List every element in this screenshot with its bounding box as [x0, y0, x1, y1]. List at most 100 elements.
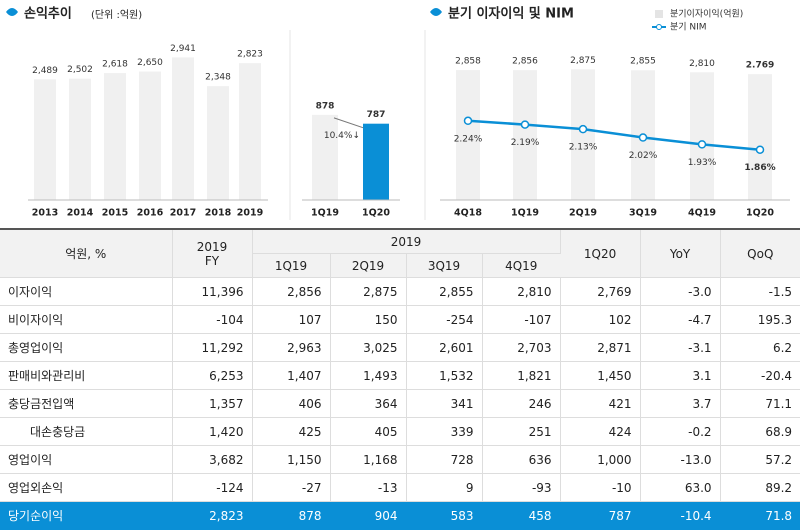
logo-icon	[6, 8, 18, 16]
cell: -104	[172, 305, 253, 334]
cell: 195.3	[720, 305, 800, 334]
cell: 2,823	[172, 501, 253, 530]
table-row: 대손충당금 1,420 425 405 339 251 424 -0.2 68.9	[0, 417, 800, 446]
cell: -3.0	[640, 277, 721, 306]
row-label: 대손충당금	[0, 417, 173, 446]
x-tick-label: 1Q19	[311, 208, 339, 219]
bar	[207, 86, 229, 200]
cell: 1,407	[252, 361, 331, 390]
cell: 1,150	[252, 445, 331, 474]
value-label: 2,489	[32, 66, 58, 76]
header-yoy: YoY	[640, 228, 721, 278]
bar	[104, 73, 126, 200]
cell: -3.1	[640, 333, 721, 362]
value-label: 2,858	[455, 57, 481, 67]
value-label: 2,650	[137, 58, 163, 68]
cell: -93	[482, 473, 561, 502]
bar	[456, 70, 480, 200]
bar	[363, 123, 389, 200]
annotation-arrow	[333, 117, 364, 129]
x-tick-label: 2019	[237, 208, 263, 219]
header-label: 억원, %	[0, 228, 173, 278]
row-label: 이자이익	[0, 277, 173, 306]
x-tick-label: 2014	[67, 208, 94, 219]
cell: 878	[252, 501, 331, 530]
cell: 458	[482, 501, 561, 530]
bar	[748, 74, 772, 200]
cell: 63.0	[640, 473, 721, 502]
cell: 1,532	[406, 361, 483, 390]
header-group: 2019	[252, 228, 561, 254]
bar	[513, 70, 537, 200]
point	[697, 140, 707, 149]
header-quarter: 2Q19	[330, 253, 407, 278]
value-label: 2,810	[689, 59, 715, 69]
chart-subtitle: (단위 :억원)	[91, 8, 142, 21]
cell: 1,493	[330, 361, 407, 390]
cell: 57.2	[720, 445, 800, 474]
cell: 1,168	[330, 445, 407, 474]
value-label: 2,875	[570, 56, 596, 66]
value-label: 2.02%	[629, 151, 658, 161]
bar	[172, 57, 194, 200]
x-tick-label: 2018	[205, 208, 232, 219]
cell: 904	[330, 501, 407, 530]
cell: -10.4	[640, 501, 721, 530]
cell: 107	[252, 305, 331, 334]
header-quarter: 1Q19	[252, 253, 331, 278]
cell: -124	[172, 473, 253, 502]
chart-title: 손익추이	[24, 6, 72, 22]
header-current: 1Q20	[560, 228, 641, 278]
cell: 11,292	[172, 333, 253, 362]
legend-swatch	[656, 24, 662, 30]
cell: 251	[482, 417, 561, 446]
x-tick-label: 2015	[102, 208, 128, 219]
table-row: 판매비와관리비 6,253 1,407 1,493 1,532 1,821 1,450 3.1…	[0, 361, 800, 390]
cell: 2,963	[252, 333, 331, 362]
table-row: 영업외손익 -124 -27 -13 9 -93 -10 63.0 89.2	[0, 473, 800, 502]
header-fy: 2019 FY	[172, 228, 253, 278]
cell: 1,000	[560, 445, 641, 474]
cell: 421	[560, 389, 641, 418]
cell: 246	[482, 389, 561, 418]
header-fy-year: 2019	[196, 239, 228, 254]
point	[463, 116, 473, 126]
x-tick-label: 1Q20	[746, 208, 774, 219]
data-table: 억원, % 2019 FY 2019 1Q20 YoY QoQ 1Q19 2Q19…	[0, 228, 800, 530]
point	[755, 145, 765, 154]
value-label: 2,502	[67, 65, 93, 75]
legend-swatch	[655, 10, 663, 18]
x-tick-label: 3Q19	[629, 208, 657, 219]
table-row: 총영업이익 11,292 2,963 3,025 2,601 2,703 2,871 -3.1…	[0, 333, 800, 362]
cell: 787	[560, 501, 641, 530]
value-label: 2.24%	[454, 134, 483, 144]
row-label: 영업이익	[0, 445, 173, 474]
bar	[690, 72, 714, 200]
value-label: 2,941	[170, 44, 196, 54]
bar	[69, 78, 91, 200]
legend-label: 분기 NIM	[670, 22, 707, 33]
value-label: 1.86%	[744, 163, 775, 173]
cell: 1,420	[172, 417, 253, 446]
cell: 89.2	[720, 473, 800, 502]
cell: 3.7	[640, 389, 721, 418]
row-label: 당기순이익	[0, 501, 173, 530]
cell: 2,810	[482, 277, 561, 306]
cell: 405	[330, 417, 407, 446]
cell: -254	[406, 305, 483, 334]
point	[638, 133, 648, 142]
cell: 339	[406, 417, 483, 446]
row-label: 판매비와관리비	[0, 361, 173, 390]
x-tick-label: 2Q19	[569, 208, 597, 219]
cell: 6,253	[172, 361, 253, 390]
cell: 2,875	[330, 277, 407, 306]
cell: 2,601	[406, 333, 483, 362]
cell: 2,703	[482, 333, 561, 362]
cell: 364	[330, 389, 407, 418]
cell: 636	[482, 445, 561, 474]
cell: 3,025	[330, 333, 407, 362]
value-label: 2,348	[205, 73, 231, 83]
cell: 2,871	[560, 333, 641, 362]
value-label: 2.769	[746, 61, 774, 71]
